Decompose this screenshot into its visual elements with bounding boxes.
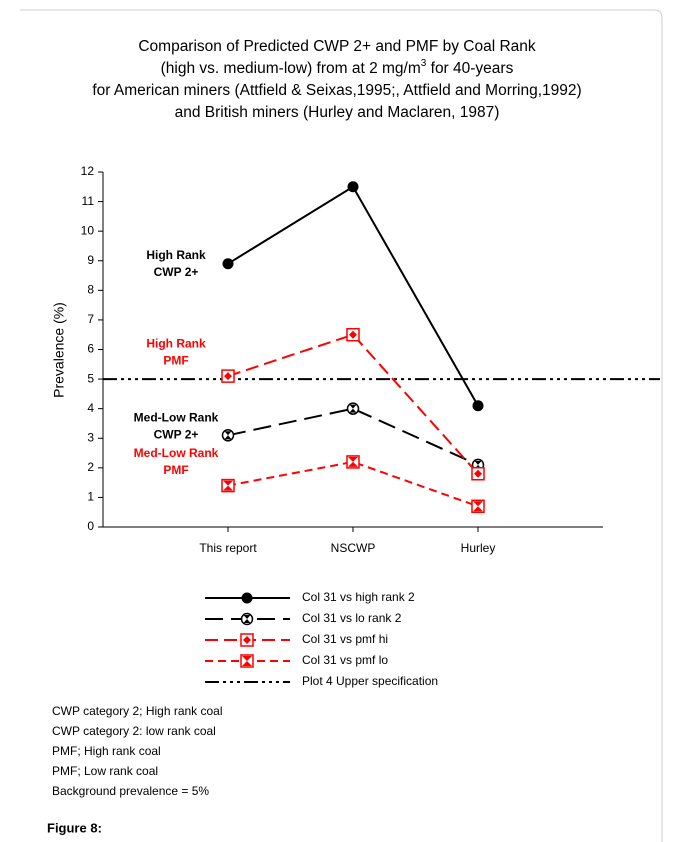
legend-label: Col 31 vs high rank 2 bbox=[302, 590, 415, 604]
marker bbox=[240, 612, 254, 626]
note: CWP category 2: low rank coal bbox=[52, 724, 216, 738]
marker bbox=[241, 592, 253, 604]
annotation: High Rank bbox=[146, 337, 206, 351]
marker bbox=[221, 429, 235, 442]
note: PMF; High rank coal bbox=[52, 744, 161, 758]
title-line: for American miners (Attfield & Seixas,1… bbox=[92, 82, 581, 99]
marker bbox=[346, 455, 360, 469]
y-tick-label: 9 bbox=[87, 253, 94, 267]
annotation: CWP 2+ bbox=[154, 428, 199, 442]
point bbox=[347, 181, 359, 193]
y-axis-label: Prevalence (%) bbox=[51, 302, 67, 398]
legend-label: Col 31 vs pmf hi bbox=[302, 632, 388, 646]
marker-detail bbox=[349, 330, 357, 339]
marker bbox=[240, 654, 254, 668]
legend-label: Col 31 vs pmf lo bbox=[302, 653, 388, 667]
annotation: PMF bbox=[163, 463, 188, 477]
point bbox=[222, 258, 234, 270]
series-line bbox=[227, 185, 479, 407]
annotation: Med-Low Rank bbox=[134, 411, 219, 425]
y-tick-label: 6 bbox=[87, 342, 94, 356]
marker bbox=[472, 400, 484, 412]
series-line bbox=[227, 407, 479, 466]
point bbox=[472, 400, 484, 412]
marker bbox=[222, 258, 234, 270]
legend-label: Plot 4 Upper specification bbox=[302, 674, 438, 688]
marker-detail bbox=[473, 501, 483, 512]
marker bbox=[240, 633, 254, 647]
note: PMF; Low rank coal bbox=[52, 764, 158, 778]
marker-detail bbox=[224, 431, 232, 440]
y-tick-label: 11 bbox=[82, 194, 95, 208]
y-tick-label: 3 bbox=[87, 430, 94, 444]
y-tick-label: 1 bbox=[87, 490, 94, 504]
marker bbox=[346, 402, 360, 415]
point bbox=[241, 592, 253, 604]
marker bbox=[347, 181, 359, 193]
title-line: Comparison of Predicted CWP 2+ and PMF b… bbox=[138, 38, 536, 55]
x-tick-label: NSCWP bbox=[331, 541, 376, 555]
marker bbox=[346, 327, 360, 342]
note: CWP category 2; High rank coal bbox=[52, 704, 223, 718]
marker bbox=[471, 499, 485, 514]
title-part: (high vs. medium-low) from at 2 mg/m bbox=[161, 60, 421, 77]
y-tick-label: 5 bbox=[87, 371, 94, 385]
legend-label: Col 31 vs lo rank 2 bbox=[302, 611, 402, 625]
title-superscript: 3 bbox=[421, 58, 427, 69]
y-tick-label: 0 bbox=[87, 519, 94, 533]
y-tick-label: 4 bbox=[87, 401, 94, 415]
note: Background prevalence = 5% bbox=[52, 784, 209, 798]
marker bbox=[471, 467, 485, 481]
annotation: Med-Low Rank bbox=[134, 446, 219, 460]
marker bbox=[221, 369, 235, 383]
title-line: and British miners (Hurley and Maclaren,… bbox=[175, 104, 500, 121]
y-tick-label: 8 bbox=[87, 283, 94, 297]
x-tick-label: Hurley bbox=[461, 541, 496, 555]
frame bbox=[20, 9, 663, 842]
marker-detail bbox=[349, 404, 357, 413]
marker-detail bbox=[223, 480, 233, 491]
marker-detail bbox=[474, 460, 482, 469]
y-tick-label: 2 bbox=[87, 460, 94, 474]
marker-detail bbox=[243, 636, 251, 644]
marker-detail bbox=[242, 656, 252, 666]
marker-detail bbox=[243, 615, 251, 623]
x-tick-label: This report bbox=[199, 541, 257, 555]
marker-detail bbox=[348, 456, 358, 467]
title-part: for 40-years bbox=[426, 60, 513, 77]
title-line: (high vs. medium-low) from at 2 mg/m3 fo… bbox=[161, 58, 514, 77]
caption: Figure 8: bbox=[47, 820, 102, 835]
y-tick-label: 7 bbox=[87, 312, 94, 326]
annotation: High Rank bbox=[146, 248, 206, 262]
annotation: CWP 2+ bbox=[154, 265, 199, 279]
y-tick-label: 12 bbox=[81, 164, 95, 178]
y-tick-label: 10 bbox=[81, 223, 95, 237]
annotation: PMF bbox=[163, 354, 188, 368]
marker-detail bbox=[224, 372, 232, 381]
marker bbox=[221, 478, 235, 493]
marker-detail bbox=[474, 469, 482, 478]
series-line bbox=[227, 333, 479, 475]
series-line bbox=[227, 460, 479, 508]
